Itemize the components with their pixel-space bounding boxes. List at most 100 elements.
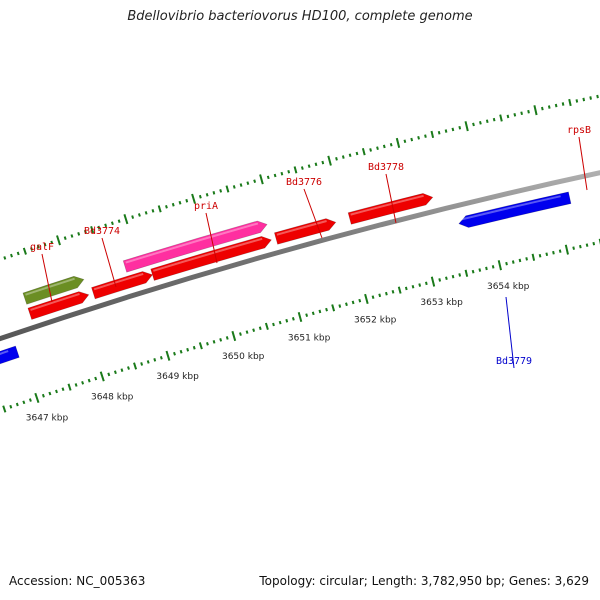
inner-tick xyxy=(545,252,549,257)
inner-tick xyxy=(572,246,575,250)
gene-arrow-bd3774-segment-0-highlight xyxy=(93,272,144,291)
outer-tick xyxy=(437,130,441,135)
gene-label-bd3774[interactable]: Bd3774 xyxy=(84,226,120,237)
inner-tick xyxy=(338,304,342,308)
inner-tick xyxy=(113,370,117,375)
outer-tick xyxy=(266,175,270,180)
gene-arrow-bd3776-highlight xyxy=(276,220,327,236)
outer-tick xyxy=(485,119,489,124)
outer-tick xyxy=(144,211,148,215)
inner-tick xyxy=(22,400,26,405)
gene-arrow-bd3779-segment-3-highlight xyxy=(0,350,9,355)
outer-tick xyxy=(287,169,291,174)
inner-tick xyxy=(206,342,209,346)
outer-tick xyxy=(492,117,496,122)
inner-tick xyxy=(127,366,130,370)
genome-backbone xyxy=(0,170,600,342)
outer-tick xyxy=(410,137,414,142)
inner-tick xyxy=(48,391,52,396)
gene-arrow-bd3774-segment-0[interactable] xyxy=(91,271,154,300)
outer-tick xyxy=(589,96,592,100)
tick-label-3650-kbp: 3650 kbp xyxy=(222,352,265,362)
gene-arrow-bd3776[interactable] xyxy=(274,218,337,245)
gene-labels: galF Bd3774 priA Bd3776 Bd3778 rpsB Bd3779 xyxy=(30,125,591,369)
inner-tick xyxy=(511,260,515,264)
outer-tick xyxy=(472,122,475,127)
gene-label-galf[interactable]: galF xyxy=(30,242,54,253)
outer-tick xyxy=(43,242,47,247)
inner-tick xyxy=(192,345,196,350)
inner-tick xyxy=(552,250,555,255)
outer-tick xyxy=(321,160,325,165)
gene-label-rpsb[interactable]: rpsB xyxy=(567,125,591,136)
outer-tick xyxy=(520,111,523,116)
inner-tick xyxy=(585,243,589,247)
gene-label-bd3776[interactable]: Bd3776 xyxy=(286,177,322,188)
leader-line-pria xyxy=(205,212,218,264)
outer-tick xyxy=(403,139,407,144)
inner-tick xyxy=(74,383,78,387)
inner-tick xyxy=(28,398,32,402)
leader-line-bd3778 xyxy=(385,173,397,224)
outer-tick xyxy=(110,221,114,226)
inner-tick xyxy=(358,298,362,303)
inner-tick xyxy=(371,295,375,299)
gene-arrow-bd3779-highlight xyxy=(459,195,561,221)
inner-tick xyxy=(345,302,348,307)
gene-arrow-bd3779[interactable] xyxy=(458,191,572,228)
position-ticks: 3647 kbp 3648 kbp 3649 kbp 3650 kbp 3651 kbp… xyxy=(2,94,600,424)
gene-arrow-galf[interactable] xyxy=(22,275,85,305)
outer-tick xyxy=(293,166,298,174)
gene-label-pria[interactable]: priA xyxy=(194,201,218,212)
inner-tick xyxy=(411,284,415,289)
outer-tick xyxy=(376,146,379,150)
gene-label-bd3778[interactable]: Bd3778 xyxy=(368,162,404,173)
outer-tick xyxy=(341,155,345,159)
inner-tick xyxy=(391,290,395,294)
leader-line-galf xyxy=(41,253,53,303)
outer-tick xyxy=(63,236,67,241)
gene-arrow-bd3774-segment-1[interactable] xyxy=(150,236,272,281)
outer-tick xyxy=(568,98,572,107)
outer-tick xyxy=(22,247,27,255)
inner-tick xyxy=(505,261,508,266)
inner-tick xyxy=(458,273,462,277)
outer-tick xyxy=(389,142,393,147)
gene-arrow-galf-highlight xyxy=(25,277,75,296)
genome-stats-text: Topology: circular; Length: 3,782,950 bp… xyxy=(259,574,589,588)
outer-tick xyxy=(16,251,20,256)
outer-tick xyxy=(527,109,530,114)
inner-tick xyxy=(451,274,455,279)
leader-line-bd3774 xyxy=(101,237,117,288)
inner-tick xyxy=(179,349,183,354)
inner-tick xyxy=(311,311,315,316)
outer-tick xyxy=(596,94,599,99)
inner-tick xyxy=(331,304,336,312)
outer-tick xyxy=(171,202,175,207)
gene-arrow-bd3778-highlight xyxy=(350,194,424,216)
inner-tick xyxy=(55,389,58,394)
tick-label-3652-kbp: 3652 kbp xyxy=(354,315,397,325)
gene-label-bd3779[interactable]: Bd3779 xyxy=(496,356,532,367)
outer-tick xyxy=(513,113,517,117)
inner-tick xyxy=(378,293,382,298)
inner-tick xyxy=(318,309,322,314)
outer-tick xyxy=(117,219,121,223)
map-title: Bdellovibrio bacteriovorus HD100, comple… xyxy=(127,9,473,24)
gene-arrow-bd3779-segment-3[interactable] xyxy=(0,345,20,373)
outer-tick xyxy=(36,244,40,249)
inner-tick xyxy=(272,322,275,327)
outer-tick xyxy=(83,229,87,234)
inner-tick xyxy=(107,372,111,377)
inner-tick xyxy=(491,265,495,269)
gene-arrow-bd3774-segment-1-highlight xyxy=(153,237,263,272)
gene-arrow-bd3774[interactable] xyxy=(27,291,90,320)
accession-text: Accession: NC_005363 xyxy=(9,574,146,588)
gene-arrow-bd3778[interactable] xyxy=(347,193,434,225)
inner-tick xyxy=(497,260,502,271)
outer-tick xyxy=(547,105,551,109)
outer-tick xyxy=(3,256,7,260)
gene-arrow-pria[interactable] xyxy=(122,220,268,273)
inner-tick xyxy=(165,350,171,361)
